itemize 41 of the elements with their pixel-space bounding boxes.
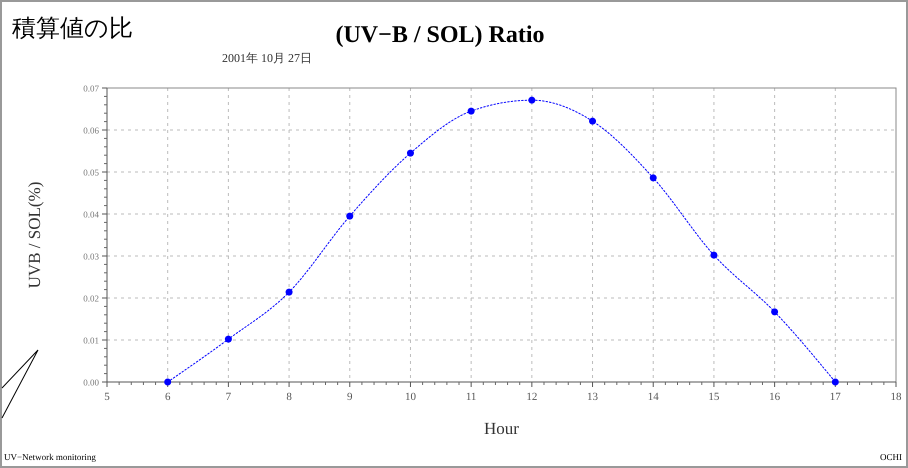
- point: [528, 96, 536, 104]
- x-tick-label: 10: [404, 391, 416, 403]
- point: [164, 378, 172, 386]
- point: [832, 378, 839, 386]
- y-tick-label: 0.00: [83, 378, 100, 388]
- text: 積算値の比: [12, 14, 133, 42]
- text: UV−Network monitoring: [4, 452, 96, 462]
- x-axis-title: Hour: [484, 419, 520, 438]
- chart-subtitle: 2001年 10月 27日: [222, 51, 312, 65]
- x-tick-label: 17: [830, 391, 842, 403]
- y-tick-label: 0.01: [83, 336, 99, 346]
- y-axis-title: UVB / SOL(%): [25, 182, 44, 288]
- point: [468, 108, 475, 115]
- text: OCHI: [880, 452, 902, 462]
- y-tick-label: 0.03: [83, 252, 100, 262]
- x-tick-label: 14: [648, 391, 660, 403]
- point: [771, 308, 778, 316]
- x-tick-label: 15: [708, 391, 720, 403]
- point: [710, 252, 718, 259]
- x-tick-label: 5: [104, 391, 110, 403]
- y-tick-label: 0.07: [83, 84, 100, 94]
- x-tick-label: 13: [587, 391, 599, 403]
- x-tick-label: 12: [526, 391, 538, 403]
- chart-title: (UV−B / SOL) Ratio: [335, 22, 545, 48]
- y-tick-label: 0.06: [83, 126, 100, 136]
- point: [224, 336, 232, 343]
- x-tick-label: 6: [164, 391, 171, 403]
- x-tick-label: 16: [769, 391, 781, 403]
- y-tick-label: 0.02: [83, 294, 99, 304]
- x-tick-label: 8: [286, 391, 292, 403]
- point: [346, 212, 354, 220]
- x-tick-label: 9: [347, 391, 354, 403]
- point: [286, 288, 293, 296]
- y-tick-label: 0.04: [83, 210, 100, 220]
- x-tick-label: 7: [226, 391, 232, 403]
- y-tick-label: 0.05: [83, 168, 100, 178]
- x-tick-label: 11: [466, 391, 476, 403]
- point: [406, 150, 414, 157]
- point: [589, 118, 596, 125]
- point: [650, 174, 657, 182]
- x-tick-label: 18: [890, 391, 902, 403]
